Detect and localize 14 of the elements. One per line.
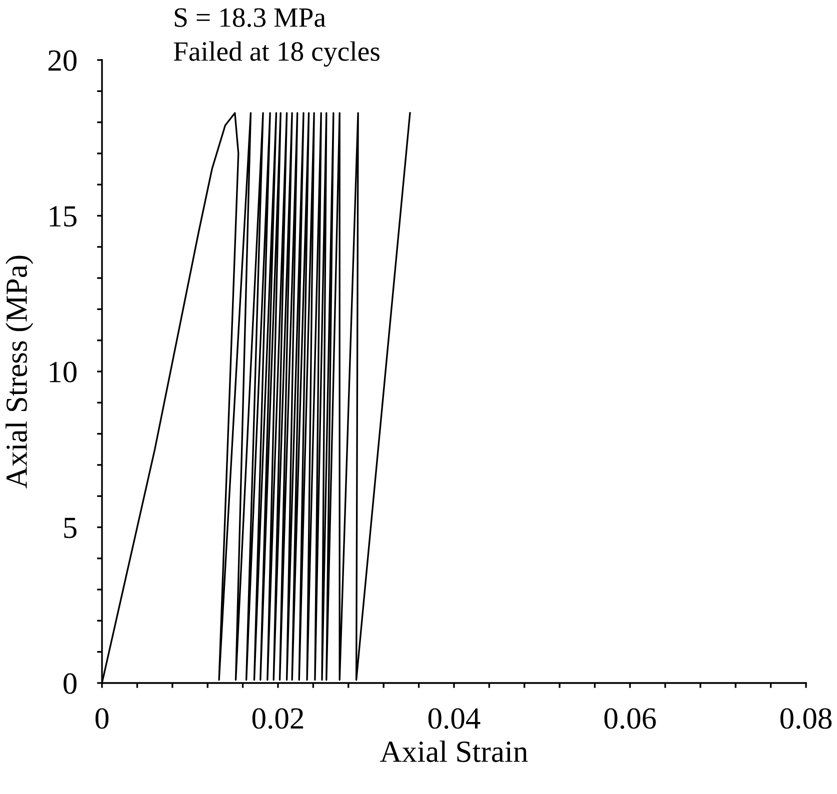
y-axis-title: Axial Stress (MPa): [6, 256, 34, 488]
x-tick-label: 0.06: [604, 708, 656, 729]
text: S = 18.3 MPa: [174, 8, 326, 28]
x-tick-label: 0: [96, 708, 108, 729]
y-tick-label: 10: [50, 362, 77, 382]
x-tick-label: 0.04: [428, 708, 480, 729]
y-tick-label: 20: [48, 50, 77, 71]
x-tick-label: 0.08: [780, 708, 832, 729]
y-tick-label: 15: [50, 206, 76, 227]
y-tick-label: 5: [64, 518, 76, 538]
x-axis-title: Axial Strain: [380, 740, 528, 762]
annotation: Failed at 18 cycles: [174, 41, 380, 67]
y-tick-label: 0: [64, 673, 77, 694]
x-tick-label: 0.02: [252, 708, 304, 729]
